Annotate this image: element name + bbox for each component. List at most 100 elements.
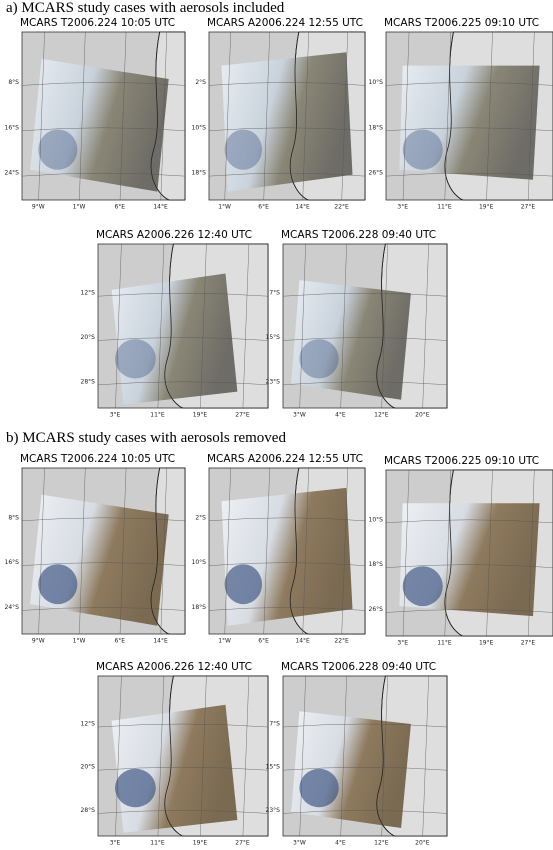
lat-label: 26°S [369,170,384,177]
graticule [115,675,122,837]
graticule [444,469,451,637]
lon-label: 6°E [258,638,269,645]
lat-label: 20°S [81,764,96,771]
graticule [21,517,186,521]
lon-label: 1°W [73,638,86,645]
lon-label: 3°W [293,412,306,419]
ocean-patch [38,564,78,605]
ocean-patch [114,339,156,379]
lon-label: 14°E [295,204,310,211]
lon-label: 4°E [335,840,346,847]
lat-label: 18°S [369,561,384,568]
graticule [263,31,270,201]
graticule [381,675,388,837]
graticule [242,243,250,409]
lon-label: 14°E [295,638,310,645]
lat-label: 18°S [369,124,384,131]
ocean-patch [38,129,78,170]
graticule [157,675,165,837]
graticule [21,172,186,177]
lat-label: 23°S [266,807,281,814]
graticule [340,243,347,409]
lat-label: 24°S [5,604,20,611]
graticule [160,467,168,635]
coastline [376,675,396,837]
ocean-patch [299,768,339,808]
lon-label: 11°E [437,640,452,647]
graticule [302,467,309,635]
lon-label: 11°E [437,204,452,211]
graticule [385,82,553,86]
lat-label: 15°S [266,764,281,771]
graticule [160,31,168,201]
section-title: a) MCARS study cases with aerosols inclu… [6,0,285,16]
lon-label: 3°W [293,840,306,847]
graticule [157,243,165,409]
satellite-image [221,487,353,626]
graticule [282,767,448,771]
ocean-patch [114,768,156,808]
map-panel: MCARS T2006.228 09:40 UTC 7°S 15°S 23°S 3°W 4… [266,229,448,419]
satellite-image [30,58,169,192]
panel-title: MCARS T2006.225 09:10 UTC [384,17,539,29]
lon-label: 27°E [235,840,250,847]
lon-label: 4°E [335,412,346,419]
map-panel: MCARS A2006.224 12:55 UTC 2°S 10°S 18°S 1°W 6… [192,453,366,645]
lon-label: 9°W [32,638,45,645]
lon-label: 20°E [415,412,430,419]
lat-label: 7°S [269,290,280,297]
lon-label: 12°E [374,412,389,419]
lat-label: 10°S [192,559,207,566]
graticule [224,31,231,201]
lon-label: 9°W [32,204,45,211]
lat-label: 18°S [192,170,207,177]
graticule [385,127,553,131]
graticule [21,127,186,131]
graticule [528,31,535,201]
graticule [340,675,347,837]
graticule [208,517,366,521]
graticule [486,31,493,201]
graticule [263,467,270,635]
graticule [21,562,186,566]
graticule [299,675,306,837]
ocean-patch [224,129,263,170]
ocean-patch [299,339,339,379]
graticule [79,467,86,635]
coastline [164,675,184,837]
lon-label: 20°E [415,840,430,847]
graticule [97,293,269,297]
lat-label: 20°S [81,334,96,341]
lat-label: 15°S [266,334,281,341]
graticule [341,31,348,201]
graticule [97,810,269,814]
graticule [208,82,366,86]
panel-title: MCARS A2006.224 12:55 UTC [207,453,363,465]
panel-title: MCARS T2006.224 10:05 UTC [20,453,175,465]
lon-label: 6°E [258,204,269,211]
graticule [97,381,269,385]
graticule [224,467,231,635]
map-panel: MCARS A2006.224 12:55 UTC 2°S 10°S 18°S 1°W 6… [192,17,366,211]
satellite-image [221,52,353,192]
lon-label: 3°E [110,840,121,847]
graticule [200,675,207,837]
panel-title: MCARS T2006.224 10:05 UTC [20,17,175,29]
section-title: b) MCARS study cases with aerosols remov… [6,430,286,446]
lon-label: 27°E [521,204,536,211]
panel-title: MCARS T2006.228 09:40 UTC [281,661,436,673]
graticule [402,469,410,637]
panel-title: MCARS A2006.226 12:40 UTC [96,661,252,673]
graticule [282,810,448,814]
coastline [444,31,464,201]
map-panel: MCARS T2006.225 09:10 UTC 10°S 18°S 26°S 3°E… [369,455,553,647]
map-panel: MCARS T2006.224 10:05 UTC 8°S 16°S 24°S 9°W 1… [5,17,186,211]
lon-label: 27°E [235,412,250,419]
graticule [119,467,127,635]
lon-label: 12°E [374,840,389,847]
lat-label: 8°S [8,79,19,86]
lon-label: 11°E [150,840,165,847]
lon-label: 19°E [193,412,208,419]
lon-label: 3°E [397,204,408,211]
